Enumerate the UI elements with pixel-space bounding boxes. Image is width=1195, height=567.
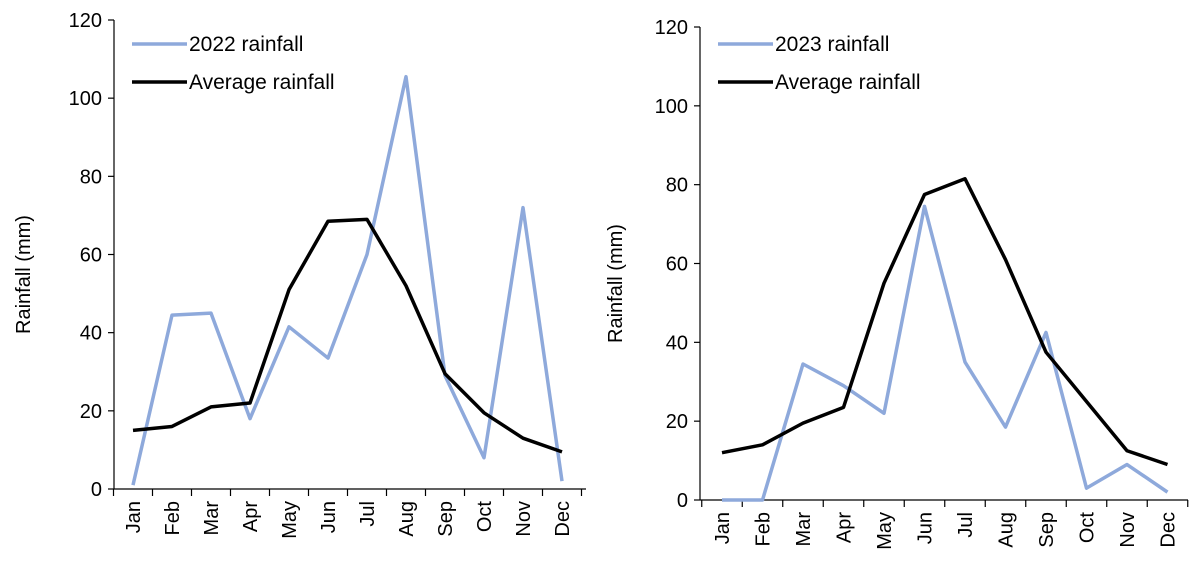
y-tick-label: 120 — [69, 10, 102, 32]
x-tick-label: Nov — [1117, 512, 1139, 548]
x-tick-label: Apr — [834, 512, 856, 543]
y-tick-label: 60 — [666, 254, 688, 276]
y-tick-label: 80 — [80, 166, 102, 188]
y-tick-label: 20 — [80, 401, 102, 423]
series-line-year — [131, 74, 564, 486]
series-line-average — [721, 177, 1169, 467]
y-tick-label: 40 — [80, 323, 102, 345]
legend-label: Average rainfall — [775, 71, 921, 94]
y-tick-label: 40 — [666, 332, 688, 354]
x-tick-label: Jun — [915, 512, 937, 544]
y-tick-label: 20 — [666, 411, 688, 433]
chart-2022: 0 20 40 60 80 100 120 Jan Feb Mar Apr May Jun Jul Aug S… — [13, 10, 586, 539]
x-tick-label: Aug — [396, 501, 418, 537]
y-tick-label: 100 — [655, 96, 688, 118]
x-tick-label: Apr — [240, 501, 262, 532]
x-tick-label: Feb — [753, 512, 775, 546]
x-tick-label: Jul — [357, 501, 379, 527]
x-tick-label: Feb — [162, 501, 184, 535]
x-tick-label: Nov — [513, 501, 535, 537]
x-tick-label: Jan — [712, 512, 734, 544]
x-tick-label: Mar — [793, 512, 815, 547]
legend-label: Average rainfall — [189, 71, 335, 94]
x-tick-label: Dec — [552, 501, 574, 537]
x-tick-label: Oct — [1077, 512, 1099, 544]
x-tick-label: Sep — [1036, 512, 1058, 548]
chart-2023: 0 20 40 60 80 100 120 Jan Feb Mar Apr May Jun Jul Aug S… — [605, 17, 1189, 550]
x-tick-label: Dec — [1158, 512, 1180, 548]
y-tick-label: 0 — [677, 490, 688, 512]
y-tick-label: 60 — [80, 245, 102, 267]
y-axis-title: Rainfall (mm) — [13, 215, 35, 334]
y-tick-label: 100 — [69, 88, 102, 110]
legend-label: 2022 rainfall — [189, 33, 303, 56]
x-tick-label: Sep — [435, 501, 457, 537]
x-tick-label: May — [279, 501, 301, 539]
y-tick-label: 80 — [666, 175, 688, 197]
x-tick-label: May — [874, 512, 896, 550]
x-tick-label: Jun — [318, 501, 340, 533]
x-tick-label: Jan — [123, 501, 145, 533]
y-tick-label: 0 — [91, 479, 102, 501]
x-tick-label: Jul — [955, 512, 977, 538]
x-tick-label: Oct — [474, 501, 496, 533]
y-axis-title: Rainfall (mm) — [605, 224, 627, 343]
legend-label: 2023 rainfall — [775, 33, 889, 56]
x-tick-label: Mar — [201, 501, 223, 536]
y-tick-label: 120 — [655, 17, 688, 39]
x-tick-label: Aug — [996, 512, 1018, 548]
series-line-average — [132, 217, 563, 454]
series-line-year — [722, 204, 1169, 502]
